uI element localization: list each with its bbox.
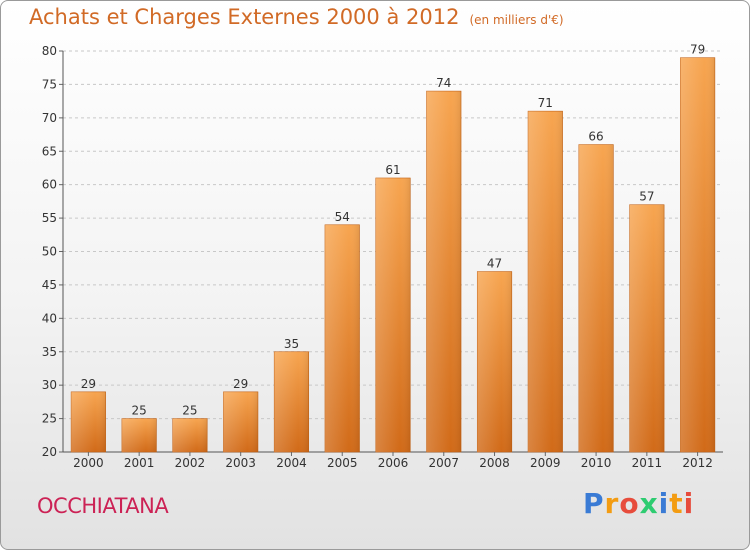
bar-value-label: 29 [81, 377, 96, 391]
logo-letter: o [619, 487, 640, 520]
bar-value-label: 71 [538, 96, 553, 110]
logo-letter: r [604, 487, 620, 520]
bar-shade [477, 271, 512, 452]
logo-letter: P [583, 487, 605, 520]
bar-shade [629, 204, 665, 452]
x-tick-label: 2001 [124, 456, 155, 470]
bar-value-label: 29 [233, 377, 248, 391]
bar-shade [375, 177, 411, 452]
y-tick-label: 30 [42, 378, 57, 392]
logo-letter: x [639, 487, 659, 520]
x-tick-label: 2007 [428, 456, 459, 470]
x-tick-label: 2003 [225, 456, 256, 470]
bar-shade [71, 391, 106, 452]
bar-shade [274, 351, 309, 452]
x-tick-label: 2010 [581, 456, 612, 470]
x-tick-label: 2002 [175, 456, 206, 470]
x-tick-label: 2004 [276, 456, 307, 470]
bar-value-label: 79 [690, 43, 705, 57]
y-tick-label: 75 [42, 77, 57, 91]
bar-shade [172, 418, 208, 452]
logo-letter: i [658, 487, 670, 520]
x-tick-label: 2008 [479, 456, 510, 470]
y-tick-label: 60 [42, 178, 57, 192]
bar-shade [528, 111, 563, 453]
commune-name: OCCHIATANA [37, 494, 169, 518]
bar-value-label: 61 [385, 163, 400, 177]
y-tick-label: 40 [42, 311, 57, 325]
bar-value-label: 54 [335, 210, 350, 224]
bar-value-label: 66 [588, 130, 603, 144]
chart-subtitle: (en milliers d'€) [469, 13, 564, 27]
y-tick-label: 50 [42, 245, 57, 259]
chart-title: Achats et Charges Externes 2000 à 2012 (e… [29, 5, 564, 29]
proxiti-logo: Proxiti [583, 487, 694, 520]
y-tick-label: 65 [42, 144, 57, 158]
y-tick-label: 70 [42, 111, 57, 125]
bar-value-label: 57 [639, 190, 654, 204]
y-tick-label: 55 [42, 211, 57, 225]
y-tick-label: 45 [42, 278, 57, 292]
bar-value-label: 74 [436, 76, 451, 90]
y-tick-label: 35 [42, 345, 57, 359]
bar-shade [578, 144, 614, 453]
bar-value-label: 35 [284, 337, 299, 351]
x-tick-label: 2012 [682, 456, 713, 470]
x-tick-label: 2011 [632, 456, 663, 470]
logo-letter: t [669, 487, 684, 520]
bar-shade [223, 391, 258, 452]
bar-value-label: 25 [182, 404, 197, 418]
bar-shade [680, 57, 715, 452]
y-tick-label: 20 [42, 445, 57, 459]
x-tick-label: 2005 [327, 456, 358, 470]
x-tick-label: 2009 [530, 456, 561, 470]
bar-shade [324, 224, 360, 452]
bar-value-label: 47 [487, 257, 502, 271]
bar-shade [426, 91, 462, 452]
y-tick-label: 25 [42, 412, 57, 426]
bar-shade [121, 418, 157, 452]
chart-title-text: Achats et Charges Externes 2000 à 2012 [29, 5, 460, 29]
y-tick-label: 80 [42, 44, 57, 58]
bar-value-label: 25 [132, 404, 147, 418]
x-tick-label: 2006 [378, 456, 409, 470]
x-tick-label: 2000 [73, 456, 104, 470]
logo-letter: i [683, 487, 695, 520]
